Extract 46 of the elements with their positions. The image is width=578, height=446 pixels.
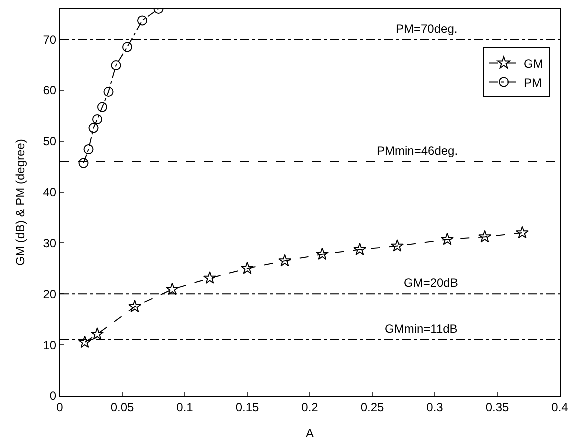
point — [84, 144, 94, 155]
point — [241, 262, 254, 274]
y-tick-label: 50 — [43, 134, 57, 149]
point — [204, 272, 216, 284]
legend-label: PM — [524, 76, 542, 90]
y-axis-title: GM (dB) & PM (degree) — [14, 139, 28, 266]
point — [98, 102, 108, 112]
ref-line-label: PMmin=46deg. — [377, 144, 458, 158]
ref-line-label: PM=70deg. — [396, 22, 458, 36]
x-tick-label: 0.05 — [110, 400, 134, 414]
y-tick-label: 20 — [43, 287, 57, 302]
y-tick-label: 30 — [43, 236, 57, 250]
point — [91, 328, 104, 340]
x-tick-label: 0.3 — [426, 400, 444, 414]
x-tick-label: 0.15 — [236, 400, 260, 414]
point — [516, 226, 529, 239]
x-tick-label: 0.2 — [302, 400, 319, 414]
ref-line-label: GMmin=11dB — [385, 322, 458, 336]
y-tick-label: 0 — [50, 389, 57, 404]
point — [278, 254, 292, 267]
point — [78, 158, 89, 168]
point — [122, 42, 132, 52]
point — [92, 114, 102, 124]
point — [166, 282, 179, 296]
point — [88, 123, 99, 134]
x-tick-label: 0.25 — [360, 400, 384, 414]
y-tick-label: 60 — [43, 84, 57, 98]
point — [128, 300, 142, 312]
x-axis-title: A — [306, 426, 314, 440]
point — [111, 60, 122, 71]
y-tick-label: 10 — [43, 338, 57, 352]
point — [138, 16, 148, 26]
x-tick-label: 0.35 — [486, 400, 510, 414]
y-tick-label: 70 — [43, 32, 57, 47]
x-tick-label: 0.4 — [552, 400, 569, 414]
y-tick-label: 40 — [43, 186, 57, 200]
point — [478, 230, 492, 243]
point — [391, 239, 404, 252]
point — [441, 232, 454, 246]
ref-line-label: GM=20dB — [404, 276, 458, 290]
point — [354, 243, 366, 256]
x-tick-label: 0.1 — [176, 400, 194, 414]
legend-label: GM — [524, 56, 544, 71]
point — [104, 87, 114, 97]
point — [316, 248, 329, 260]
point — [78, 336, 92, 348]
